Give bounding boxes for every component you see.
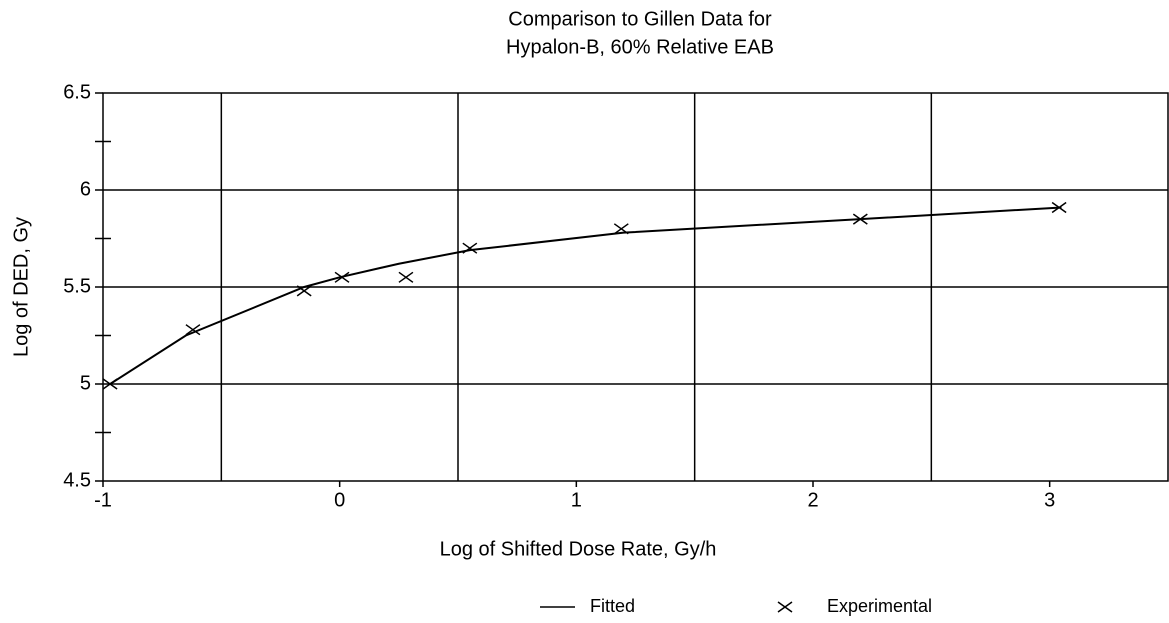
marker: [102, 378, 118, 390]
y-tick-label: 6.5: [63, 81, 91, 103]
legend-label: Fitted: [590, 596, 635, 616]
marker: [852, 213, 868, 225]
y-tick-label: 6: [80, 178, 91, 200]
chart-title: Hypalon-B, 60% Relative EAB: [506, 36, 774, 58]
x-tick-label: -1: [94, 489, 112, 511]
marker: [1051, 201, 1067, 214]
y-tick-label: 4.5: [63, 469, 91, 491]
y-tick-label: 5.5: [63, 275, 91, 297]
x-tick-label: 2: [807, 489, 818, 511]
x-tick-label: 0: [334, 489, 345, 511]
marker: [777, 601, 793, 613]
legend-label: Experimental: [827, 596, 932, 616]
marker: [462, 242, 478, 254]
x-tick-label: 3: [1044, 489, 1055, 511]
marker: [296, 285, 312, 297]
line: [109, 206, 1062, 385]
chart-title: Comparison to Gillen Data for: [508, 8, 772, 30]
marker: [398, 271, 414, 283]
y-axis-label: Log of DED, Gy: [10, 217, 32, 357]
x-tick-label: 1: [571, 489, 582, 511]
marker: [334, 271, 350, 283]
x-axis-label: Log of Shifted Dose Rate, Gy/h: [440, 538, 717, 560]
y-tick-label: 5: [80, 372, 91, 394]
marker: [613, 223, 629, 235]
marker: [185, 324, 201, 336]
